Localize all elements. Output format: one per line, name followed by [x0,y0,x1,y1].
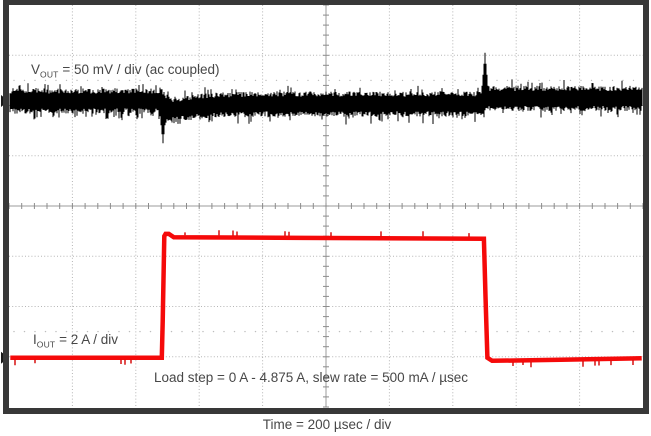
vout-scale-text: = 50 mV / div (ac coupled) [58,62,220,77]
vout-symbol: V [31,62,41,77]
plot-frame [3,0,649,414]
iout-trace [10,230,642,368]
iout-subscript: OUT [36,339,56,350]
time-axis-label: Time = 200 µsec / div [262,417,392,432]
iout-scale-label: IOUT = 2 A / div [33,331,118,354]
vout-subscript: OUT [40,69,59,80]
vout-trace [9,52,643,144]
load-step-annotation: Load step = 0 A - 4.875 A, slew rate = 5… [154,370,468,385]
iout-symbol: I [33,332,37,347]
iout-scale-text: = 2 A / div [55,332,118,347]
vout-scale-label: VOUT = 50 mV / div (ac coupled) [31,61,220,84]
